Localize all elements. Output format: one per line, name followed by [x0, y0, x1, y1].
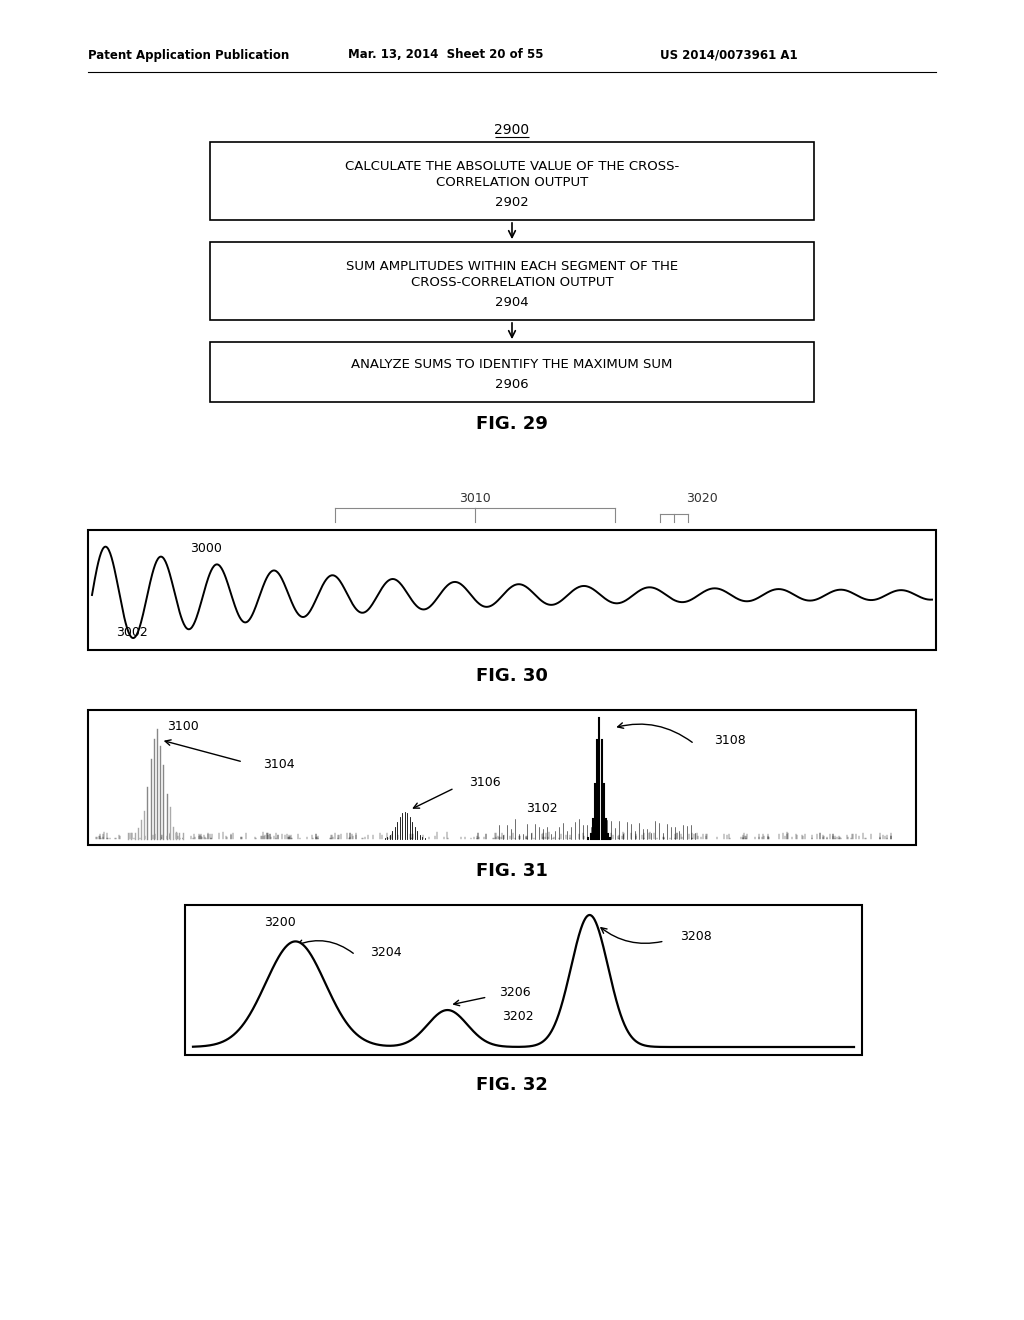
Bar — [88, 710, 916, 845]
Bar — [210, 143, 814, 220]
Text: FIG. 29: FIG. 29 — [476, 414, 548, 433]
Text: 2902: 2902 — [496, 195, 528, 209]
Bar — [210, 242, 814, 319]
Text: CALCULATE THE ABSOLUTE VALUE OF THE CROSS-: CALCULATE THE ABSOLUTE VALUE OF THE CROS… — [345, 160, 679, 173]
Text: 3202: 3202 — [502, 1011, 534, 1023]
Text: 3000: 3000 — [190, 541, 222, 554]
Text: FIG. 32: FIG. 32 — [476, 1076, 548, 1094]
Text: 3010: 3010 — [459, 491, 490, 504]
Text: 3200: 3200 — [264, 916, 296, 929]
Text: FIG. 31: FIG. 31 — [476, 862, 548, 880]
Text: Mar. 13, 2014  Sheet 20 of 55: Mar. 13, 2014 Sheet 20 of 55 — [348, 49, 544, 62]
Text: 2900: 2900 — [495, 123, 529, 137]
Text: 3108: 3108 — [715, 734, 746, 747]
Text: 3106: 3106 — [470, 776, 501, 788]
Bar — [88, 531, 936, 649]
Text: US 2014/0073961 A1: US 2014/0073961 A1 — [660, 49, 798, 62]
Text: 3204: 3204 — [371, 946, 402, 960]
Text: 3208: 3208 — [680, 931, 712, 944]
Text: 3104: 3104 — [263, 758, 295, 771]
Bar — [185, 906, 862, 1055]
Text: ANALYZE SUMS TO IDENTIFY THE MAXIMUM SUM: ANALYZE SUMS TO IDENTIFY THE MAXIMUM SUM — [351, 358, 673, 371]
Text: 2906: 2906 — [496, 378, 528, 391]
Text: 2904: 2904 — [496, 296, 528, 309]
Bar — [210, 342, 814, 403]
Text: SUM AMPLITUDES WITHIN EACH SEGMENT OF THE: SUM AMPLITUDES WITHIN EACH SEGMENT OF TH… — [346, 260, 678, 272]
Text: Patent Application Publication: Patent Application Publication — [88, 49, 289, 62]
Text: 3002: 3002 — [116, 626, 147, 639]
Text: CORRELATION OUTPUT: CORRELATION OUTPUT — [436, 177, 588, 190]
Text: 3100: 3100 — [167, 719, 199, 733]
Text: 3020: 3020 — [686, 491, 718, 504]
Text: FIG. 30: FIG. 30 — [476, 667, 548, 685]
Text: CROSS-CORRELATION OUTPUT: CROSS-CORRELATION OUTPUT — [411, 276, 613, 289]
Text: 3206: 3206 — [500, 986, 531, 999]
Text: 3102: 3102 — [525, 801, 557, 814]
